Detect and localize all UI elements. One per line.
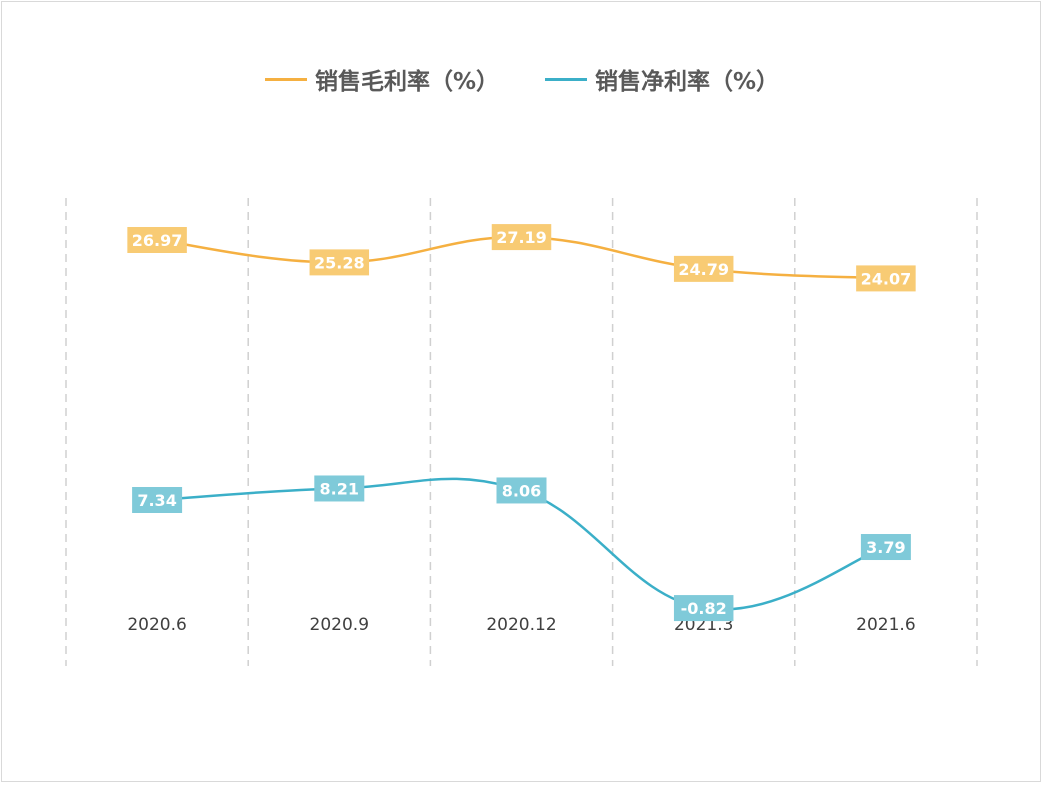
data-label: 8.06	[502, 481, 541, 500]
data-label-box	[127, 227, 187, 253]
data-label: 8.21	[320, 479, 359, 498]
x-tick-label: 2020.12	[486, 615, 556, 635]
legend-label-net-margin: 销售净利率（%）	[595, 69, 780, 95]
data-label-box	[856, 265, 916, 292]
data-label-box	[496, 477, 547, 504]
legend-label-gross-margin: 销售毛利率（%）	[314, 69, 499, 95]
x-tick-label: 2020.6	[127, 615, 186, 635]
data-label-box	[860, 534, 911, 561]
x-tick-label: 2020.9	[310, 615, 369, 635]
data-label: 24.79	[678, 260, 729, 279]
data-label: 25.28	[314, 253, 365, 272]
legend: 销售毛利率（%） 销售净利率（%）	[0, 62, 1044, 96]
data-label: -0.82	[681, 599, 727, 618]
data-label-box	[673, 255, 734, 282]
data-label-box	[673, 595, 734, 622]
data-label: 7.34	[137, 491, 176, 510]
data-label-box	[132, 486, 183, 513]
data-label: 27.19	[496, 228, 547, 247]
legend-swatch-gross-margin	[264, 77, 307, 81]
legend-item-gross-margin: 销售毛利率（%）	[264, 62, 499, 96]
data-label: 26.97	[132, 231, 183, 250]
x-tick-label: 2021.6	[856, 615, 915, 635]
data-label-box	[309, 249, 370, 276]
data-label-box	[491, 224, 552, 251]
legend-swatch-net-margin	[545, 77, 587, 81]
data-label: 3.79	[866, 538, 905, 557]
data-label: 24.07	[861, 269, 912, 288]
legend-item-net-margin: 销售净利率（%）	[545, 62, 779, 96]
chart-frame	[1, 1, 1041, 782]
data-label-box	[314, 475, 365, 502]
